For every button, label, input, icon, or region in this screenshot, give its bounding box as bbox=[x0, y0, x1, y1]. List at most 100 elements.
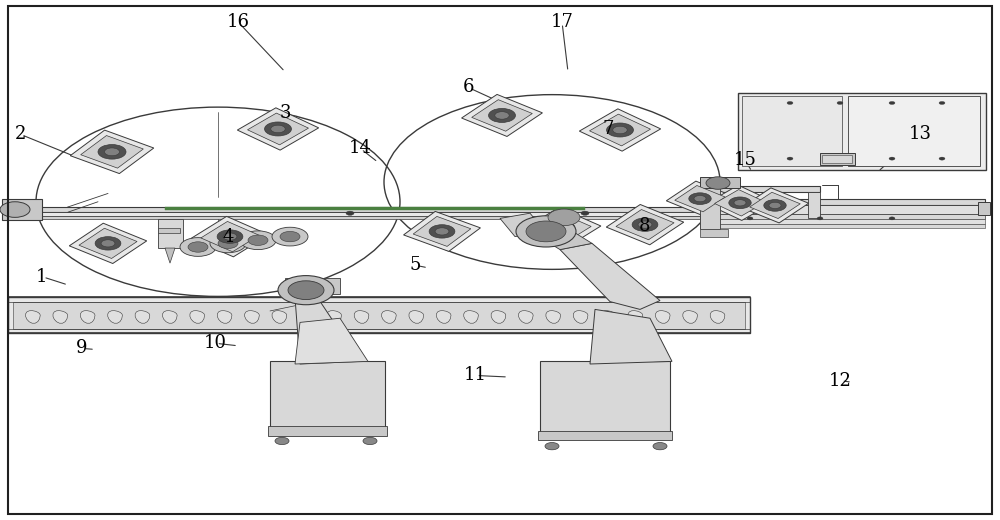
Polygon shape bbox=[217, 310, 232, 323]
Polygon shape bbox=[589, 114, 651, 146]
Bar bbox=[738, 93, 986, 170]
Text: 4: 4 bbox=[222, 228, 234, 245]
Circle shape bbox=[363, 437, 377, 445]
Circle shape bbox=[549, 221, 575, 235]
Circle shape bbox=[210, 234, 246, 253]
Circle shape bbox=[551, 211, 559, 215]
Polygon shape bbox=[519, 310, 533, 323]
Circle shape bbox=[275, 437, 289, 445]
Bar bbox=[158, 228, 180, 233]
Circle shape bbox=[638, 221, 652, 228]
Polygon shape bbox=[472, 100, 532, 131]
Polygon shape bbox=[299, 310, 314, 323]
Text: 13: 13 bbox=[908, 125, 932, 143]
Polygon shape bbox=[245, 310, 259, 323]
Polygon shape bbox=[606, 204, 684, 245]
Polygon shape bbox=[616, 210, 674, 240]
Bar bbox=[700, 187, 720, 229]
Polygon shape bbox=[573, 310, 588, 323]
Bar bbox=[2, 199, 42, 220]
Polygon shape bbox=[413, 216, 471, 246]
Circle shape bbox=[889, 217, 895, 220]
Circle shape bbox=[98, 145, 126, 159]
Polygon shape bbox=[675, 186, 725, 212]
Circle shape bbox=[545, 443, 559, 450]
Bar bbox=[700, 205, 985, 214]
Polygon shape bbox=[560, 243, 660, 309]
Circle shape bbox=[632, 218, 658, 231]
Polygon shape bbox=[404, 212, 480, 251]
Text: 15: 15 bbox=[734, 151, 756, 169]
Circle shape bbox=[495, 112, 509, 119]
Bar bbox=[165, 207, 585, 210]
Circle shape bbox=[889, 101, 895, 105]
Text: 16: 16 bbox=[226, 13, 250, 31]
Bar bbox=[848, 96, 980, 166]
Circle shape bbox=[747, 217, 753, 220]
Polygon shape bbox=[655, 310, 670, 323]
Polygon shape bbox=[491, 310, 506, 323]
Polygon shape bbox=[436, 310, 451, 323]
Polygon shape bbox=[528, 224, 592, 250]
Circle shape bbox=[435, 228, 449, 235]
Circle shape bbox=[607, 123, 633, 137]
Polygon shape bbox=[295, 318, 368, 364]
Polygon shape bbox=[590, 309, 672, 364]
Polygon shape bbox=[462, 95, 542, 136]
Polygon shape bbox=[750, 192, 800, 218]
Polygon shape bbox=[533, 213, 591, 243]
Circle shape bbox=[346, 211, 354, 215]
Polygon shape bbox=[80, 310, 95, 323]
Text: 5: 5 bbox=[409, 256, 421, 274]
Circle shape bbox=[837, 157, 843, 160]
Circle shape bbox=[223, 233, 237, 240]
Circle shape bbox=[613, 126, 627, 134]
Circle shape bbox=[240, 231, 276, 250]
Text: 17: 17 bbox=[551, 13, 573, 31]
Bar bbox=[10, 212, 838, 216]
Polygon shape bbox=[523, 207, 601, 248]
Polygon shape bbox=[354, 310, 369, 323]
Circle shape bbox=[939, 157, 945, 160]
Bar bbox=[822, 155, 852, 163]
Polygon shape bbox=[500, 213, 545, 237]
Circle shape bbox=[769, 202, 781, 209]
Polygon shape bbox=[295, 294, 360, 364]
Text: 3: 3 bbox=[279, 105, 291, 122]
Polygon shape bbox=[247, 113, 309, 145]
Circle shape bbox=[787, 157, 793, 160]
Polygon shape bbox=[464, 310, 478, 323]
Circle shape bbox=[694, 196, 706, 202]
Circle shape bbox=[689, 193, 711, 204]
Circle shape bbox=[734, 200, 746, 206]
Text: 6: 6 bbox=[462, 79, 474, 96]
Polygon shape bbox=[683, 310, 697, 323]
Bar bbox=[820, 153, 855, 165]
Circle shape bbox=[516, 216, 576, 247]
Circle shape bbox=[429, 225, 455, 238]
Bar bbox=[700, 199, 985, 205]
Text: 14: 14 bbox=[349, 139, 371, 157]
Bar bbox=[538, 431, 672, 440]
Polygon shape bbox=[237, 108, 319, 150]
Polygon shape bbox=[628, 310, 643, 323]
Circle shape bbox=[0, 202, 30, 217]
Polygon shape bbox=[69, 223, 147, 264]
Circle shape bbox=[248, 235, 268, 245]
Circle shape bbox=[95, 237, 121, 250]
Circle shape bbox=[889, 157, 895, 160]
Polygon shape bbox=[409, 310, 424, 323]
Bar bbox=[13, 302, 745, 329]
Polygon shape bbox=[546, 310, 561, 323]
Polygon shape bbox=[108, 310, 122, 323]
Circle shape bbox=[548, 209, 580, 226]
Bar bbox=[808, 192, 820, 218]
Circle shape bbox=[101, 240, 115, 247]
Polygon shape bbox=[165, 248, 175, 263]
Bar bbox=[8, 297, 750, 333]
Bar bbox=[742, 96, 842, 166]
Circle shape bbox=[272, 227, 308, 246]
Polygon shape bbox=[579, 109, 661, 151]
Circle shape bbox=[271, 125, 285, 133]
Bar bbox=[700, 224, 985, 228]
